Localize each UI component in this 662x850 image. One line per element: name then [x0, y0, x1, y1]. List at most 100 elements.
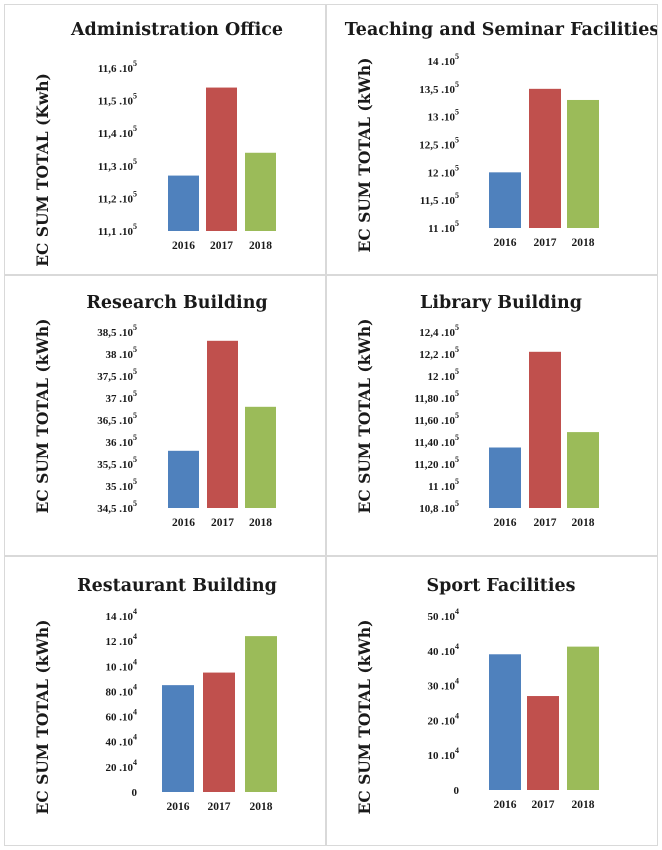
- y-axis-label: EC SUM TOTAL (kWh): [355, 58, 374, 253]
- x-tick-label: 2016: [494, 237, 517, 249]
- y-tick-value: 37 .10: [106, 393, 134, 405]
- y-tick-label: 34,5 .105: [97, 499, 137, 515]
- y-tick-exponent: 5: [455, 80, 459, 89]
- y-tick-label: 10 .104: [106, 657, 138, 673]
- y-tick-exponent: 5: [133, 59, 137, 68]
- y-tick-value: 35,5 .10: [97, 459, 133, 471]
- bars: [489, 88, 599, 228]
- bars: [162, 636, 277, 792]
- y-tick-exponent: 4: [455, 677, 459, 686]
- y-tick-label: 50 .104: [428, 607, 460, 623]
- y-tick-exponent: 5: [455, 219, 459, 228]
- y-tick-value: 12,2 .10: [419, 349, 455, 361]
- y-tick-value: 20 .10: [106, 762, 134, 774]
- bars: [489, 351, 599, 508]
- y-tick-value: 36,5 .10: [97, 415, 133, 427]
- y-tick-value: 37,5 .10: [97, 371, 133, 383]
- y-tick-label: 36 .105: [106, 433, 138, 449]
- y-tick-label: 12,5 .105: [419, 136, 459, 152]
- y-tick-value: 12 .10: [428, 167, 456, 179]
- bar-2018: [245, 406, 276, 508]
- y-tick-exponent: 4: [133, 758, 137, 767]
- y-tick-exponent: 5: [455, 323, 459, 332]
- y-tick-label: 11,6 .105: [98, 59, 137, 75]
- y-tick-label: 11,40 .105: [414, 433, 459, 449]
- y-tick-label: 11,60 .105: [414, 411, 459, 427]
- x-axis-ticks: 2016 2017 2018: [167, 801, 273, 813]
- y-tick-exponent: 5: [133, 189, 137, 198]
- y-axis-label: EC SUM TOTAL (kWh): [355, 319, 374, 514]
- y-tick-value: 0: [132, 787, 138, 799]
- y-tick-exponent: 5: [133, 124, 137, 133]
- panel-teaching-and-seminar-facilities: Teaching and Seminar Facilities EC SUM T…: [326, 4, 658, 275]
- y-tick-value: 80 .10: [106, 686, 134, 698]
- y-tick-exponent: 4: [133, 632, 137, 641]
- y-tick-value: 11,2 .10: [98, 193, 134, 205]
- y-tick-label: 36,5 .105: [97, 411, 137, 427]
- y-tick-exponent: 5: [133, 367, 137, 376]
- x-tick-label: 2016: [167, 801, 190, 813]
- y-tick-value: 35 .10: [106, 481, 134, 493]
- y-tick-exponent: 5: [455, 389, 459, 398]
- y-tick-label: 20 .104: [428, 711, 460, 727]
- y-tick-value: 11,5 .10: [98, 96, 134, 108]
- y-tick-exponent: 5: [133, 499, 137, 508]
- y-tick-value: 40 .10: [428, 646, 456, 658]
- y-tick-label: 12,4 .105: [419, 323, 459, 339]
- y-tick-exponent: 4: [133, 733, 137, 742]
- y-tick-value: 11,1 .10: [98, 226, 134, 238]
- y-tick-exponent: 5: [133, 157, 137, 166]
- x-axis-ticks: 2016 2017 2018: [494, 237, 595, 249]
- y-tick-exponent: 5: [133, 433, 137, 442]
- x-tick-label: 2016: [172, 517, 195, 529]
- y-tick-label: 11,3 .105: [98, 157, 137, 173]
- bar-2016: [489, 654, 521, 790]
- y-tick-value: 50 .10: [428, 611, 456, 623]
- y-tick-value: 11,20 .10: [414, 459, 455, 471]
- y-tick-value: 12 .10: [428, 371, 456, 383]
- y-tick-value: 12,5 .10: [419, 140, 455, 152]
- bar-2017: [203, 672, 235, 792]
- y-tick-exponent: 4: [133, 657, 137, 666]
- y-tick-value: 30 .10: [428, 681, 456, 693]
- y-tick-exponent: 5: [133, 345, 137, 354]
- y-tick-value: 11,6 .10: [98, 63, 134, 75]
- x-tick-label: 2018: [249, 517, 272, 529]
- y-tick-value: 13,5 .10: [419, 84, 455, 96]
- y-tick-label: 37 .105: [106, 389, 138, 405]
- chart-title: Teaching and Seminar Facilities: [345, 20, 657, 40]
- y-tick-exponent: 5: [133, 455, 137, 464]
- x-tick-label: 2017: [210, 240, 233, 252]
- y-tick-value: 11,60 .10: [414, 415, 455, 427]
- y-tick-value: 11 .10: [428, 481, 455, 493]
- y-tick-value: 10,8 .10: [419, 503, 455, 515]
- y-tick-label: 13 .105: [428, 108, 460, 124]
- y-tick-exponent: 5: [455, 433, 459, 442]
- y-tick-label: 10,8 .105: [419, 499, 459, 515]
- y-tick-value: 10 .10: [428, 750, 456, 762]
- y-tick-exponent: 4: [455, 607, 459, 616]
- y-axis-label: EC SUM TOTAL (kWh): [33, 319, 52, 514]
- bars: [168, 340, 276, 508]
- y-tick-exponent: 5: [455, 499, 459, 508]
- y-tick-exponent: 5: [455, 455, 459, 464]
- y-tick-label: 14 .104: [106, 607, 138, 623]
- y-tick-label: 12 .105: [428, 367, 460, 383]
- y-tick-exponent: 5: [133, 389, 137, 398]
- bars: [168, 87, 276, 231]
- y-tick-exponent: 4: [455, 711, 459, 720]
- y-tick-exponent: 5: [455, 345, 459, 354]
- x-tick-label: 2018: [249, 240, 272, 252]
- y-tick-exponent: 4: [133, 708, 137, 717]
- y-tick-label: 38,5 .105: [97, 323, 137, 339]
- y-tick-exponent: 5: [455, 108, 459, 117]
- y-tick-label: 11,2 .105: [98, 189, 137, 205]
- y-tick-value: 14 .10: [428, 56, 456, 68]
- bar-2016: [168, 450, 199, 508]
- y-tick-exponent: 5: [455, 477, 459, 486]
- y-tick-value: 11,4 .10: [98, 128, 134, 140]
- y-tick-label: 11 .105: [428, 219, 459, 235]
